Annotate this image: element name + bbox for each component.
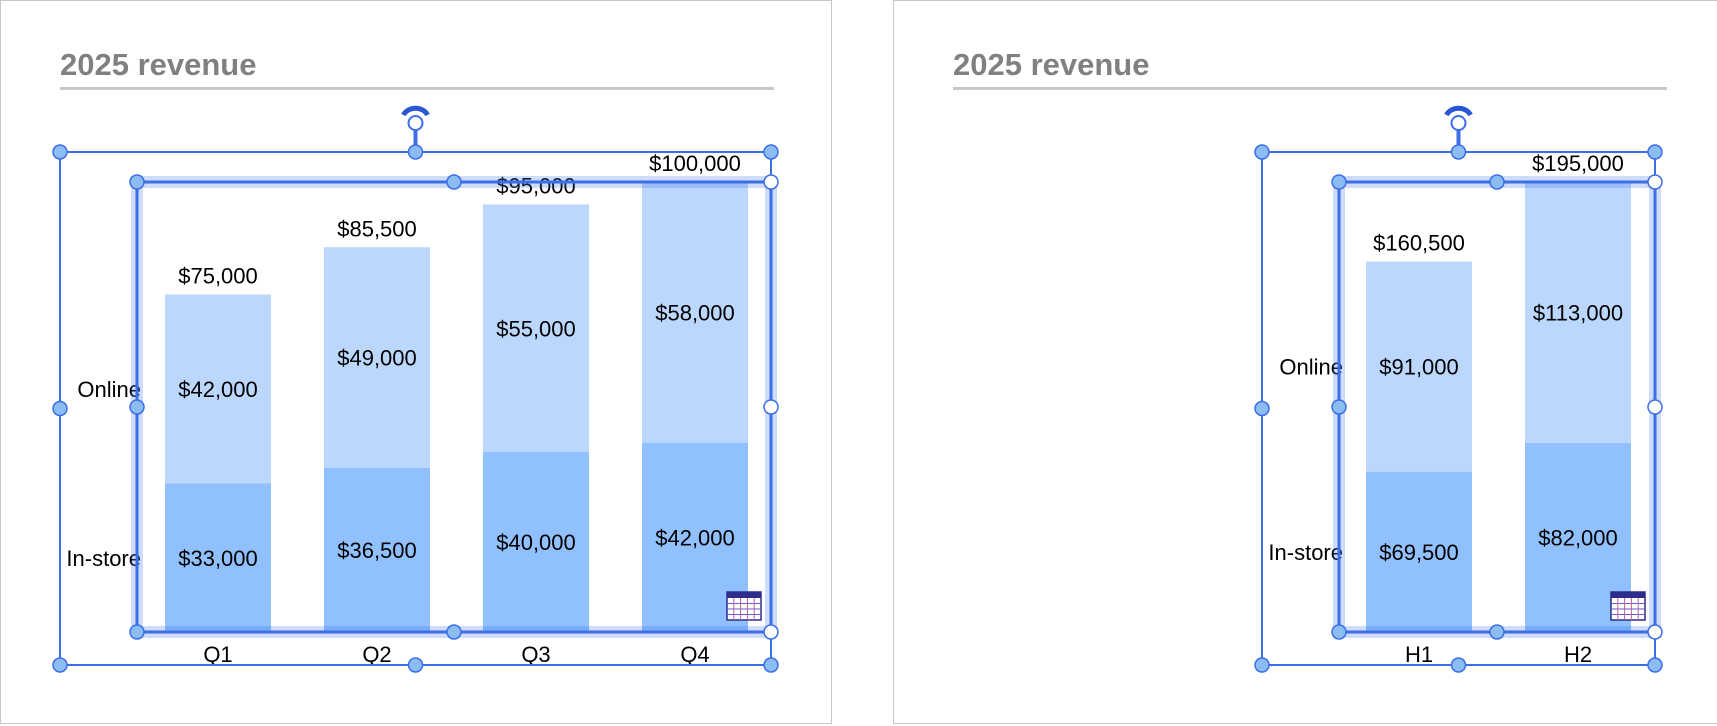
bar-in-store[interactable] xyxy=(165,483,271,633)
data-label-total: $95,000 xyxy=(496,174,576,199)
title-underline xyxy=(60,87,774,90)
plot-area-handle[interactable] xyxy=(446,624,462,640)
plot-area-handle[interactable] xyxy=(129,624,145,640)
x-tick-label: Q4 xyxy=(680,642,709,667)
slide-title[interactable]: 2025 revenue xyxy=(60,47,257,82)
table-icon-header xyxy=(727,592,761,598)
data-label-total: $100,000 xyxy=(649,151,741,176)
resize-handle[interactable] xyxy=(52,400,68,417)
rotation-handle[interactable] xyxy=(407,115,424,131)
data-label-online: $55,000 xyxy=(496,316,576,341)
data-label-in-store: $40,000 xyxy=(496,530,576,555)
resize-handle[interactable] xyxy=(763,144,779,160)
legend-label-online: Online xyxy=(77,377,141,402)
data-label-total: $160,500 xyxy=(1373,231,1465,256)
resize-handle[interactable] xyxy=(52,657,68,673)
data-label-in-store: $33,000 xyxy=(178,546,258,571)
resize-handle[interactable] xyxy=(1254,657,1270,673)
plot-area-handle[interactable] xyxy=(129,174,145,190)
data-label-in-store: $42,000 xyxy=(655,526,735,551)
data-label-total: $195,000 xyxy=(1532,151,1624,176)
bar-online[interactable] xyxy=(1366,261,1472,472)
stacked-bar-chart-quarterly[interactable]: $33,000 $42,000 $75,000 Q1 $36,500 $49,000 $85… xyxy=(1,1,833,725)
rotate-handle-icon[interactable] xyxy=(1444,105,1473,117)
data-label-online: $113,000 xyxy=(1533,300,1623,325)
x-tick-label: H1 xyxy=(1405,642,1433,667)
resize-handle[interactable] xyxy=(52,144,68,160)
data-label-online: $58,000 xyxy=(655,301,735,326)
plot-area-handle[interactable] xyxy=(763,624,779,640)
resize-handle[interactable] xyxy=(407,144,424,160)
resize-handle[interactable] xyxy=(1647,144,1663,160)
plot-area-handle[interactable] xyxy=(1331,174,1347,190)
x-tick-label: H2 xyxy=(1564,642,1592,667)
plot-area-handle[interactable] xyxy=(1331,624,1347,640)
data-label-online: $91,000 xyxy=(1379,355,1459,380)
plot-area-handle[interactable] xyxy=(1331,399,1347,415)
table-icon-header xyxy=(1611,592,1645,598)
resize-handle[interactable] xyxy=(1254,400,1270,417)
data-label-total: $75,000 xyxy=(178,264,258,289)
data-label-online: $42,000 xyxy=(178,377,258,402)
data-label-in-store: $36,500 xyxy=(337,538,417,563)
x-tick-label: Q2 xyxy=(362,642,391,667)
plot-area-handle[interactable] xyxy=(1489,624,1505,640)
plot-area-handle[interactable] xyxy=(763,174,779,190)
legend-label-in-store: In-store xyxy=(1268,540,1343,565)
legend-label-in-store: In-store xyxy=(66,546,141,571)
rotation-handle[interactable] xyxy=(1450,115,1467,131)
bar-online[interactable] xyxy=(165,294,271,484)
resize-handle[interactable] xyxy=(763,657,779,673)
plot-area-handle[interactable] xyxy=(763,399,779,415)
slide-2[interactable]: 2025 revenue $69,500 $91,000 $160,500 H1 $82… xyxy=(893,0,1717,724)
plot-area-handle[interactable] xyxy=(1647,399,1663,415)
plot-area-handle[interactable] xyxy=(1647,174,1663,190)
bar-online[interactable] xyxy=(642,182,748,443)
bar-in-store[interactable] xyxy=(483,452,589,632)
plot-area-handle[interactable] xyxy=(129,399,145,415)
bar-online[interactable] xyxy=(324,247,430,468)
data-label-in-store: $69,500 xyxy=(1379,540,1459,565)
bar-online[interactable] xyxy=(483,204,589,453)
resize-handle[interactable] xyxy=(1254,144,1270,160)
bar-online[interactable] xyxy=(1525,182,1631,443)
plot-area-handle[interactable] xyxy=(1489,174,1505,190)
title-underline xyxy=(953,87,1667,90)
slide-1[interactable]: 2025 revenue $33,000 $42,000 $75,000 Q1 $36,… xyxy=(0,0,832,724)
resize-handle[interactable] xyxy=(1450,657,1467,673)
bar-in-store[interactable] xyxy=(324,467,430,632)
x-tick-label: Q1 xyxy=(203,642,232,667)
rotate-handle-icon[interactable] xyxy=(401,105,430,117)
resize-handle[interactable] xyxy=(1450,144,1467,160)
plot-area-handle[interactable] xyxy=(446,174,462,190)
data-label-online: $49,000 xyxy=(337,346,417,371)
stacked-bar-chart-half-year[interactable]: $69,500 $91,000 $160,500 H1 $82,000 $113,000 $… xyxy=(894,1,1717,725)
resize-handle[interactable] xyxy=(1647,657,1663,673)
slide-title[interactable]: 2025 revenue xyxy=(953,47,1150,82)
bar-in-store[interactable] xyxy=(1366,471,1472,632)
plot-area-handle[interactable] xyxy=(1647,624,1663,640)
resize-handle[interactable] xyxy=(407,657,424,673)
data-label-in-store: $82,000 xyxy=(1538,525,1618,550)
legend-label-online: Online xyxy=(1279,355,1343,380)
data-label-total: $85,500 xyxy=(337,216,417,241)
x-tick-label: Q3 xyxy=(521,642,550,667)
